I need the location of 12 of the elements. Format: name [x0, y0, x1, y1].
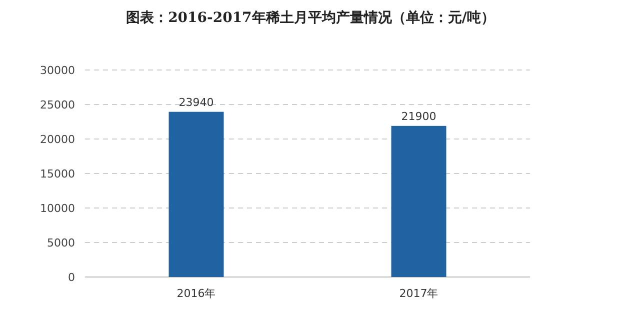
y-tick-label: 20000	[40, 133, 75, 146]
chart-title: 图表：2016-2017年稀土月平均产量情况（单位：元/吨）	[126, 9, 495, 26]
y-tick-label: 15000	[40, 168, 75, 180]
y-tick-label: 5000	[47, 236, 75, 250]
y-tick-label: 25000	[40, 98, 75, 112]
data-label: 23940	[178, 96, 214, 109]
x-tick-label: 2017年	[399, 287, 438, 300]
data-label: 21900	[401, 110, 436, 123]
y-tick-label: 30000	[40, 64, 75, 77]
x-tick-label: 2016年	[176, 287, 216, 300]
y-tick-label: 10000	[40, 202, 75, 215]
y-tick-label: 0	[68, 271, 75, 284]
